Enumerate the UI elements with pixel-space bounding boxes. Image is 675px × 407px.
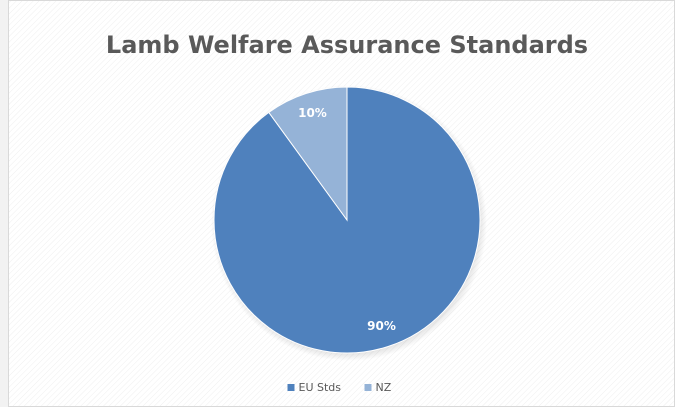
data-label: 10%	[298, 106, 327, 120]
legend-label: NZ	[376, 381, 392, 394]
chart-title: Lamb Welfare Assurance Standards	[106, 31, 588, 59]
pie-slice	[268, 86, 348, 222]
legend-swatch	[364, 384, 372, 391]
legend-label: EU Stds	[299, 381, 342, 394]
legend-swatch	[287, 384, 295, 391]
data-label: 90%	[367, 319, 396, 333]
